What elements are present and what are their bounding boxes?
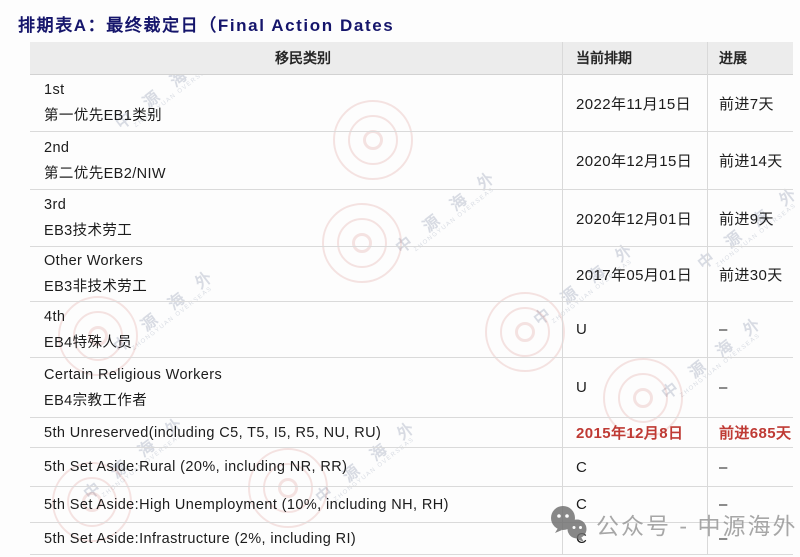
date-cell: 2015年12月8日 [576, 425, 684, 442]
header-progress: 进展 [719, 50, 747, 66]
date-cell: 2022年11月15日 [576, 95, 692, 113]
progress-cell: 前进7天 [719, 95, 774, 113]
category-cell: 5th Unreserved(including C5, T5, I5, R5,… [44, 424, 382, 441]
category-cell: 1st 第一优先EB1类别 [44, 82, 163, 124]
category-cell: 5th Set Aside:Rural (20%, including NR, … [44, 459, 348, 475]
table-row-eb2: 2nd 第二优先EB2/NIW 2020年12月15日 前进14天 [30, 132, 793, 190]
progress-cell: – [719, 458, 728, 476]
header-current-date: 当前排期 [576, 50, 632, 66]
date-cell: 2017年05月01日 [576, 266, 693, 284]
category-cell: Other Workers EB3非技术劳工 [44, 253, 148, 295]
progress-cell: – [719, 530, 728, 547]
date-cell: 2020年12月15日 [576, 153, 693, 170]
wechat-account-watermark: 公众号 - 中源海外 [548, 503, 797, 545]
category-cell: Certain Religious Workers EB4宗教工作者 [44, 366, 223, 409]
table-row-eb4: 4th EB4特殊人员 U – [30, 302, 793, 358]
header-category: 移民类别 [275, 50, 331, 66]
column-divider [562, 42, 563, 555]
wechat-icon [551, 506, 587, 542]
category-cell: 4th EB4特殊人员 [44, 308, 133, 351]
category-cell: 5th Set Aside:High Unemployment (10%, in… [44, 496, 449, 513]
table-row-eb1: 1st 第一优先EB1类别 2022年11月15日 前进7天 [30, 75, 793, 132]
table-row-eb3: 3rd EB3技术劳工 2020年12月01日 前进9天 [30, 190, 793, 247]
progress-cell: 前进685天 [719, 425, 792, 442]
page-title: 排期表A：最终裁定日（Final Action Dates [18, 16, 395, 35]
progress-cell: 前进30天 [719, 266, 783, 284]
table-row-eb5-rural: 5th Set Aside:Rural (20%, including NR, … [30, 448, 793, 487]
column-divider [707, 42, 708, 555]
progress-cell: 前进14天 [719, 153, 783, 170]
category-cell: 3rd EB3技术劳工 [44, 197, 133, 239]
progress-cell: – [719, 321, 728, 338]
date-cell: U [576, 321, 588, 338]
table-row-eb5-high-unemployment: 5th Set Aside:High Unemployment (10%, in… [30, 487, 793, 523]
progress-cell: – [719, 379, 728, 396]
table-row-eb5-unreserved: 5th Unreserved(including C5, T5, I5, R5,… [30, 418, 793, 448]
date-cell: C [576, 458, 588, 476]
progress-cell: 前进9天 [719, 210, 774, 228]
progress-cell: – [719, 496, 728, 513]
wechat-account-label: 公众号 - 中源海外 [596, 513, 798, 539]
date-cell: U [576, 379, 588, 396]
category-cell: 5th Set Aside:Infrastructure (2%, includ… [44, 530, 357, 547]
table-header-row: 移民类别 当前排期 进展 [30, 42, 793, 75]
table-row-religious-workers: Certain Religious Workers EB4宗教工作者 U – [30, 358, 793, 418]
date-cell: 2020年12月01日 [576, 210, 693, 228]
visa-bulletin-table: 移民类别 当前排期 进展 1st 第一优先EB1类别 2022年11月15日 前进… [30, 42, 793, 555]
date-cell: C [576, 496, 588, 513]
category-cell: 2nd 第二优先EB2/NIW [44, 139, 167, 182]
table-row-other-workers: Other Workers EB3非技术劳工 2017年05月01日 前进30天 [30, 247, 793, 302]
